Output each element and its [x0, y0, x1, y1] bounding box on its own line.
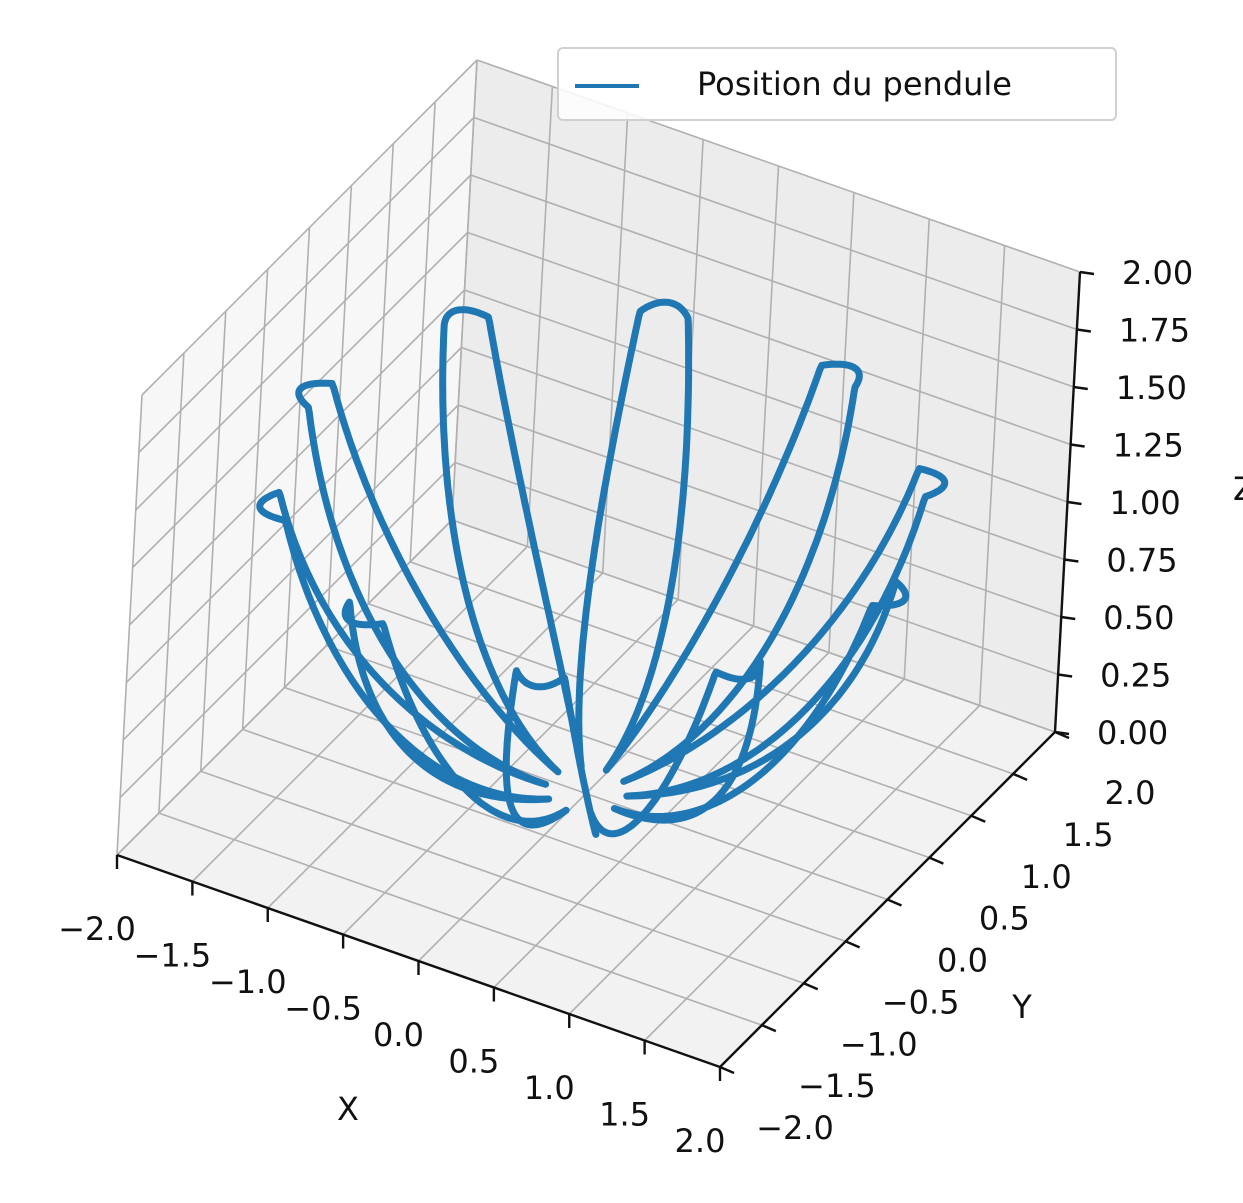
- y-axis-label: Y: [1011, 988, 1032, 1026]
- floor-gridline-y: [158, 812, 763, 1026]
- left-gridline-z: [128, 289, 466, 626]
- x-tick-label: −1.0: [209, 963, 287, 1001]
- z-tick-label: 1.50: [1116, 369, 1187, 407]
- tick-labels: −2.0−1.5−1.0−0.50.00.51.01.52.0 −2.0−1.5−…: [58, 254, 1193, 1160]
- x-tick-label: −2.0: [58, 910, 136, 948]
- floor-gridline-y: [200, 770, 805, 985]
- z-tick: [1073, 385, 1088, 391]
- left-gridline-z: [119, 461, 456, 799]
- z-tick-label: 1.00: [1110, 484, 1181, 522]
- y-tick-label: −0.5: [882, 983, 960, 1021]
- floor-gridline-y: [409, 561, 1014, 775]
- left-gridline-z: [135, 174, 472, 511]
- z-tick: [1057, 673, 1073, 678]
- back-gridline-z: [461, 346, 1065, 561]
- back-gridline-z: [473, 116, 1078, 331]
- z-tick-label: 1.75: [1119, 312, 1190, 350]
- z-tick-label: 2.00: [1122, 254, 1193, 292]
- x-tick-label: 0.0: [373, 1016, 424, 1054]
- y-tick-label: 1.0: [1021, 858, 1072, 896]
- left-gridline-z: [122, 404, 459, 741]
- z-tick-label: 0.75: [1106, 542, 1177, 580]
- y-tick-label: 2.0: [1105, 774, 1156, 812]
- x-tick-label: 1.5: [599, 1096, 650, 1134]
- back-gridline-z: [467, 231, 1071, 446]
- z-tick: [1076, 328, 1092, 333]
- left-gridline-z: [116, 519, 453, 856]
- legend-swatch-icon: [575, 84, 639, 88]
- floor-gridline-y: [242, 728, 846, 943]
- z-tick: [1067, 500, 1082, 506]
- y-tick-label: −1.0: [840, 1025, 918, 1063]
- back-gridline-z: [451, 519, 1056, 733]
- back-gridline-z: [454, 461, 1059, 676]
- x-tick-label: −1.5: [134, 937, 212, 975]
- z-tick-label: 0.25: [1100, 657, 1171, 695]
- back-gridline-z: [470, 174, 1075, 388]
- floor-gridline-y: [367, 602, 972, 817]
- z-tick: [1079, 270, 1095, 276]
- axis-lines: [115, 270, 1095, 1081]
- y-tick: [803, 982, 819, 991]
- y-tick: [928, 856, 944, 865]
- x-tick-label: 1.0: [524, 1069, 575, 1107]
- back-gridline-z: [464, 289, 1068, 503]
- z-tick: [1061, 615, 1076, 621]
- z-tick-label: 0.50: [1103, 599, 1174, 637]
- y-tick: [761, 1024, 777, 1033]
- x-tick-label: 2.0: [675, 1122, 726, 1160]
- y-tick: [887, 898, 902, 907]
- y-tick-label: 1.5: [1063, 816, 1114, 854]
- left-gridline-z: [141, 59, 478, 396]
- y-tick-label: −2.0: [756, 1109, 834, 1147]
- z-tick: [1054, 730, 1070, 736]
- floor-gridline-y: [326, 644, 930, 859]
- legend: Position du pendule: [557, 47, 1117, 121]
- y-tick: [970, 814, 986, 823]
- y-tick-label: 0.0: [937, 942, 988, 980]
- y-tick-label: −1.5: [798, 1067, 876, 1105]
- legend-label: Position du pendule: [697, 65, 1012, 103]
- y-tick: [719, 1065, 735, 1075]
- left-gridline-z: [138, 116, 475, 454]
- z-tick-label: 0.00: [1097, 714, 1168, 752]
- x-axis-label: X: [337, 1090, 359, 1128]
- axis-panes: [117, 60, 1080, 1067]
- x-tick-label: 0.5: [448, 1043, 499, 1081]
- z-tick-label: 1.25: [1113, 427, 1184, 465]
- y-tick: [845, 940, 861, 949]
- x-tick-label: −0.5: [284, 990, 362, 1028]
- y-tick-label: 0.5: [979, 900, 1030, 938]
- trajectory-series: [256, 298, 949, 838]
- z-tick: [1070, 443, 1085, 448]
- z-tick: [1064, 558, 1079, 563]
- z-axis-label: Z: [1233, 470, 1243, 508]
- y-tick: [1012, 772, 1028, 781]
- trajectory-line: [256, 298, 949, 838]
- left-gridline-z: [125, 346, 462, 684]
